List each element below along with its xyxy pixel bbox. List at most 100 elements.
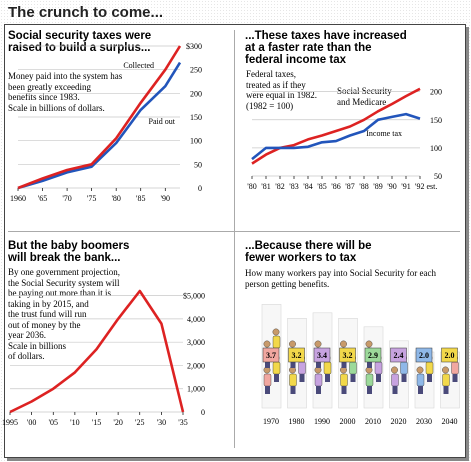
rate-series-line (251, 112, 421, 161)
boomers-note-line: By one government projection, (8, 267, 120, 277)
worker-figure-legs (452, 374, 458, 382)
rate-xtick-label: '89 (373, 182, 382, 191)
boomers-ytick-label: 4,000 (187, 315, 205, 324)
worker-figure-legs (418, 386, 423, 394)
surplus-xtick-label: '65 (38, 194, 47, 203)
rate-ytick-label: 200 (430, 88, 442, 97)
workers-title-line: fewer workers to tax (245, 252, 357, 264)
boomers-ytick-label: 3,000 (187, 338, 205, 347)
ratio-value: 2.0 (445, 351, 455, 360)
worker-figure-body (314, 373, 323, 387)
worker-figure-head (416, 366, 424, 374)
worker-figure-legs (265, 386, 270, 394)
worker-figure-legs (443, 386, 449, 394)
worker-figure-body (451, 361, 459, 375)
vertical-divider (234, 30, 235, 448)
ss-medicare-label-line: Social Security (337, 86, 392, 96)
surplus-chart: 0 50 100 150 200 250 $300 1960 '65 '70 '75 '80 '85 '9… (10, 42, 202, 203)
surplus-note-line: benefits since 1983. (8, 92, 80, 102)
surplus-series-line (17, 45, 182, 190)
worker-figure-body (400, 361, 408, 375)
ratio-badge (339, 347, 356, 363)
rate-xtick-label: '91 (401, 182, 410, 191)
rate-series-line (251, 87, 421, 165)
year-label: 1990 (314, 417, 330, 426)
boomers-note-line: of dollars. (8, 351, 45, 361)
rate-xtick-label: '83 (289, 182, 298, 191)
worker-figure-legs (325, 374, 330, 382)
worker-figure-body (289, 373, 297, 387)
worker-figure-legs (299, 374, 305, 382)
boomers-note: By one government projection, the Social… (8, 267, 120, 362)
worker-figure-head (442, 366, 449, 374)
rate-xtick-label: '88 (359, 182, 368, 191)
workers-chart: 3.7 1970 3.2 1980 3.4 1990 3.2 2000 2.9 2010 2.4 20… (261, 304, 460, 426)
worker-figure-legs (367, 360, 372, 368)
boomers-ytick-label: 1,000 (187, 385, 205, 394)
ratio-value: 3.4 (317, 351, 327, 360)
rate-xtick-label: '90 (387, 182, 396, 191)
boomers-chart: 0 1,000 2,000 3,000 4,000 $5,000 1995 '00 '05 '10… (2, 289, 205, 427)
worker-figure-body (272, 361, 281, 375)
year-label: 2010 (365, 417, 381, 426)
boomers-title-line: But the baby boomers (8, 240, 130, 252)
worker-figure-body (349, 361, 357, 375)
boomers-series-line (9, 289, 185, 414)
surplus-series-line (17, 61, 182, 190)
ratio-badge (390, 347, 407, 363)
boomers-title: But the baby boomers will break the bank… (8, 240, 129, 264)
boomers-xtick-label: '25 (135, 418, 144, 427)
worker-figure-head (365, 340, 373, 348)
worker-figure-legs (392, 386, 398, 394)
rate-ytick-label: 100 (430, 144, 442, 153)
page-title: The crunch to come... (8, 4, 164, 21)
worker-figure-body (323, 361, 332, 375)
ratio-value: 2.0 (419, 351, 429, 360)
worker-figure-head (340, 340, 347, 348)
year-label: 1970 (263, 417, 279, 426)
surplus-ytick-label: 200 (190, 89, 202, 98)
panel-frame (4, 24, 466, 458)
worker-figure-head (263, 340, 271, 348)
workers-note-line: How many workers pay into Social Securit… (245, 268, 436, 278)
worker-figure-head (314, 340, 322, 348)
rate-note-line: were equal in 1982. (246, 90, 317, 100)
worker-figure-body (365, 373, 374, 387)
surplus-note-line: Money paid into the system has (8, 71, 123, 81)
rate-chart: 50 100 150 200 '80 '81 '82 '83 '84 '85 '86 '87 '88 '8… (247, 88, 442, 191)
year-label: 2040 (442, 417, 458, 426)
worker-figure-legs (350, 374, 356, 382)
ratio-badge (441, 347, 458, 363)
worker-figure-legs (316, 386, 321, 394)
rate-title: ...These taxes have increased at a faste… (245, 30, 407, 66)
worker-figure-legs (316, 360, 321, 368)
workers-note: How many workers pay into Social Securit… (245, 268, 436, 289)
rate-title-line: ...These taxes have increased (245, 30, 407, 42)
rate-title-line: at a faster rate than the (245, 42, 372, 54)
worker-figure-body (298, 361, 306, 375)
rate-xtick-label: '86 (331, 182, 340, 191)
worker-figure-legs (341, 386, 347, 394)
worker-figure-legs (376, 374, 381, 382)
ratio-badge (313, 347, 331, 363)
surplus-xtick-label: 1960 (10, 194, 26, 203)
ratio-badge (364, 347, 382, 363)
year-label: 2020 (391, 417, 407, 426)
rate-xtick-label: '81 (261, 182, 270, 191)
ratio-value: 3.2 (292, 351, 302, 360)
ratio-badge (262, 347, 280, 363)
rate-xtick-label: '82 (275, 182, 284, 191)
worker-figure-head (289, 340, 296, 348)
ratio-value: 2.9 (368, 351, 378, 360)
surplus-title-line: Social security taxes were (8, 30, 152, 42)
surplus-title: Social security taxes were raised to bui… (8, 30, 151, 54)
surplus-ytick-label: 0 (198, 184, 202, 193)
surplus-note: Money paid into the system has been grea… (8, 71, 122, 113)
rate-note-line: Federal taxes, (246, 69, 296, 79)
worker-figure-body (263, 373, 272, 387)
ratio-value: 2.4 (394, 351, 404, 360)
boomers-note-line: taking in by 2015, and (8, 298, 89, 309)
worker-figure-legs (427, 374, 432, 382)
boomers-ytick-label: 0 (201, 408, 205, 417)
